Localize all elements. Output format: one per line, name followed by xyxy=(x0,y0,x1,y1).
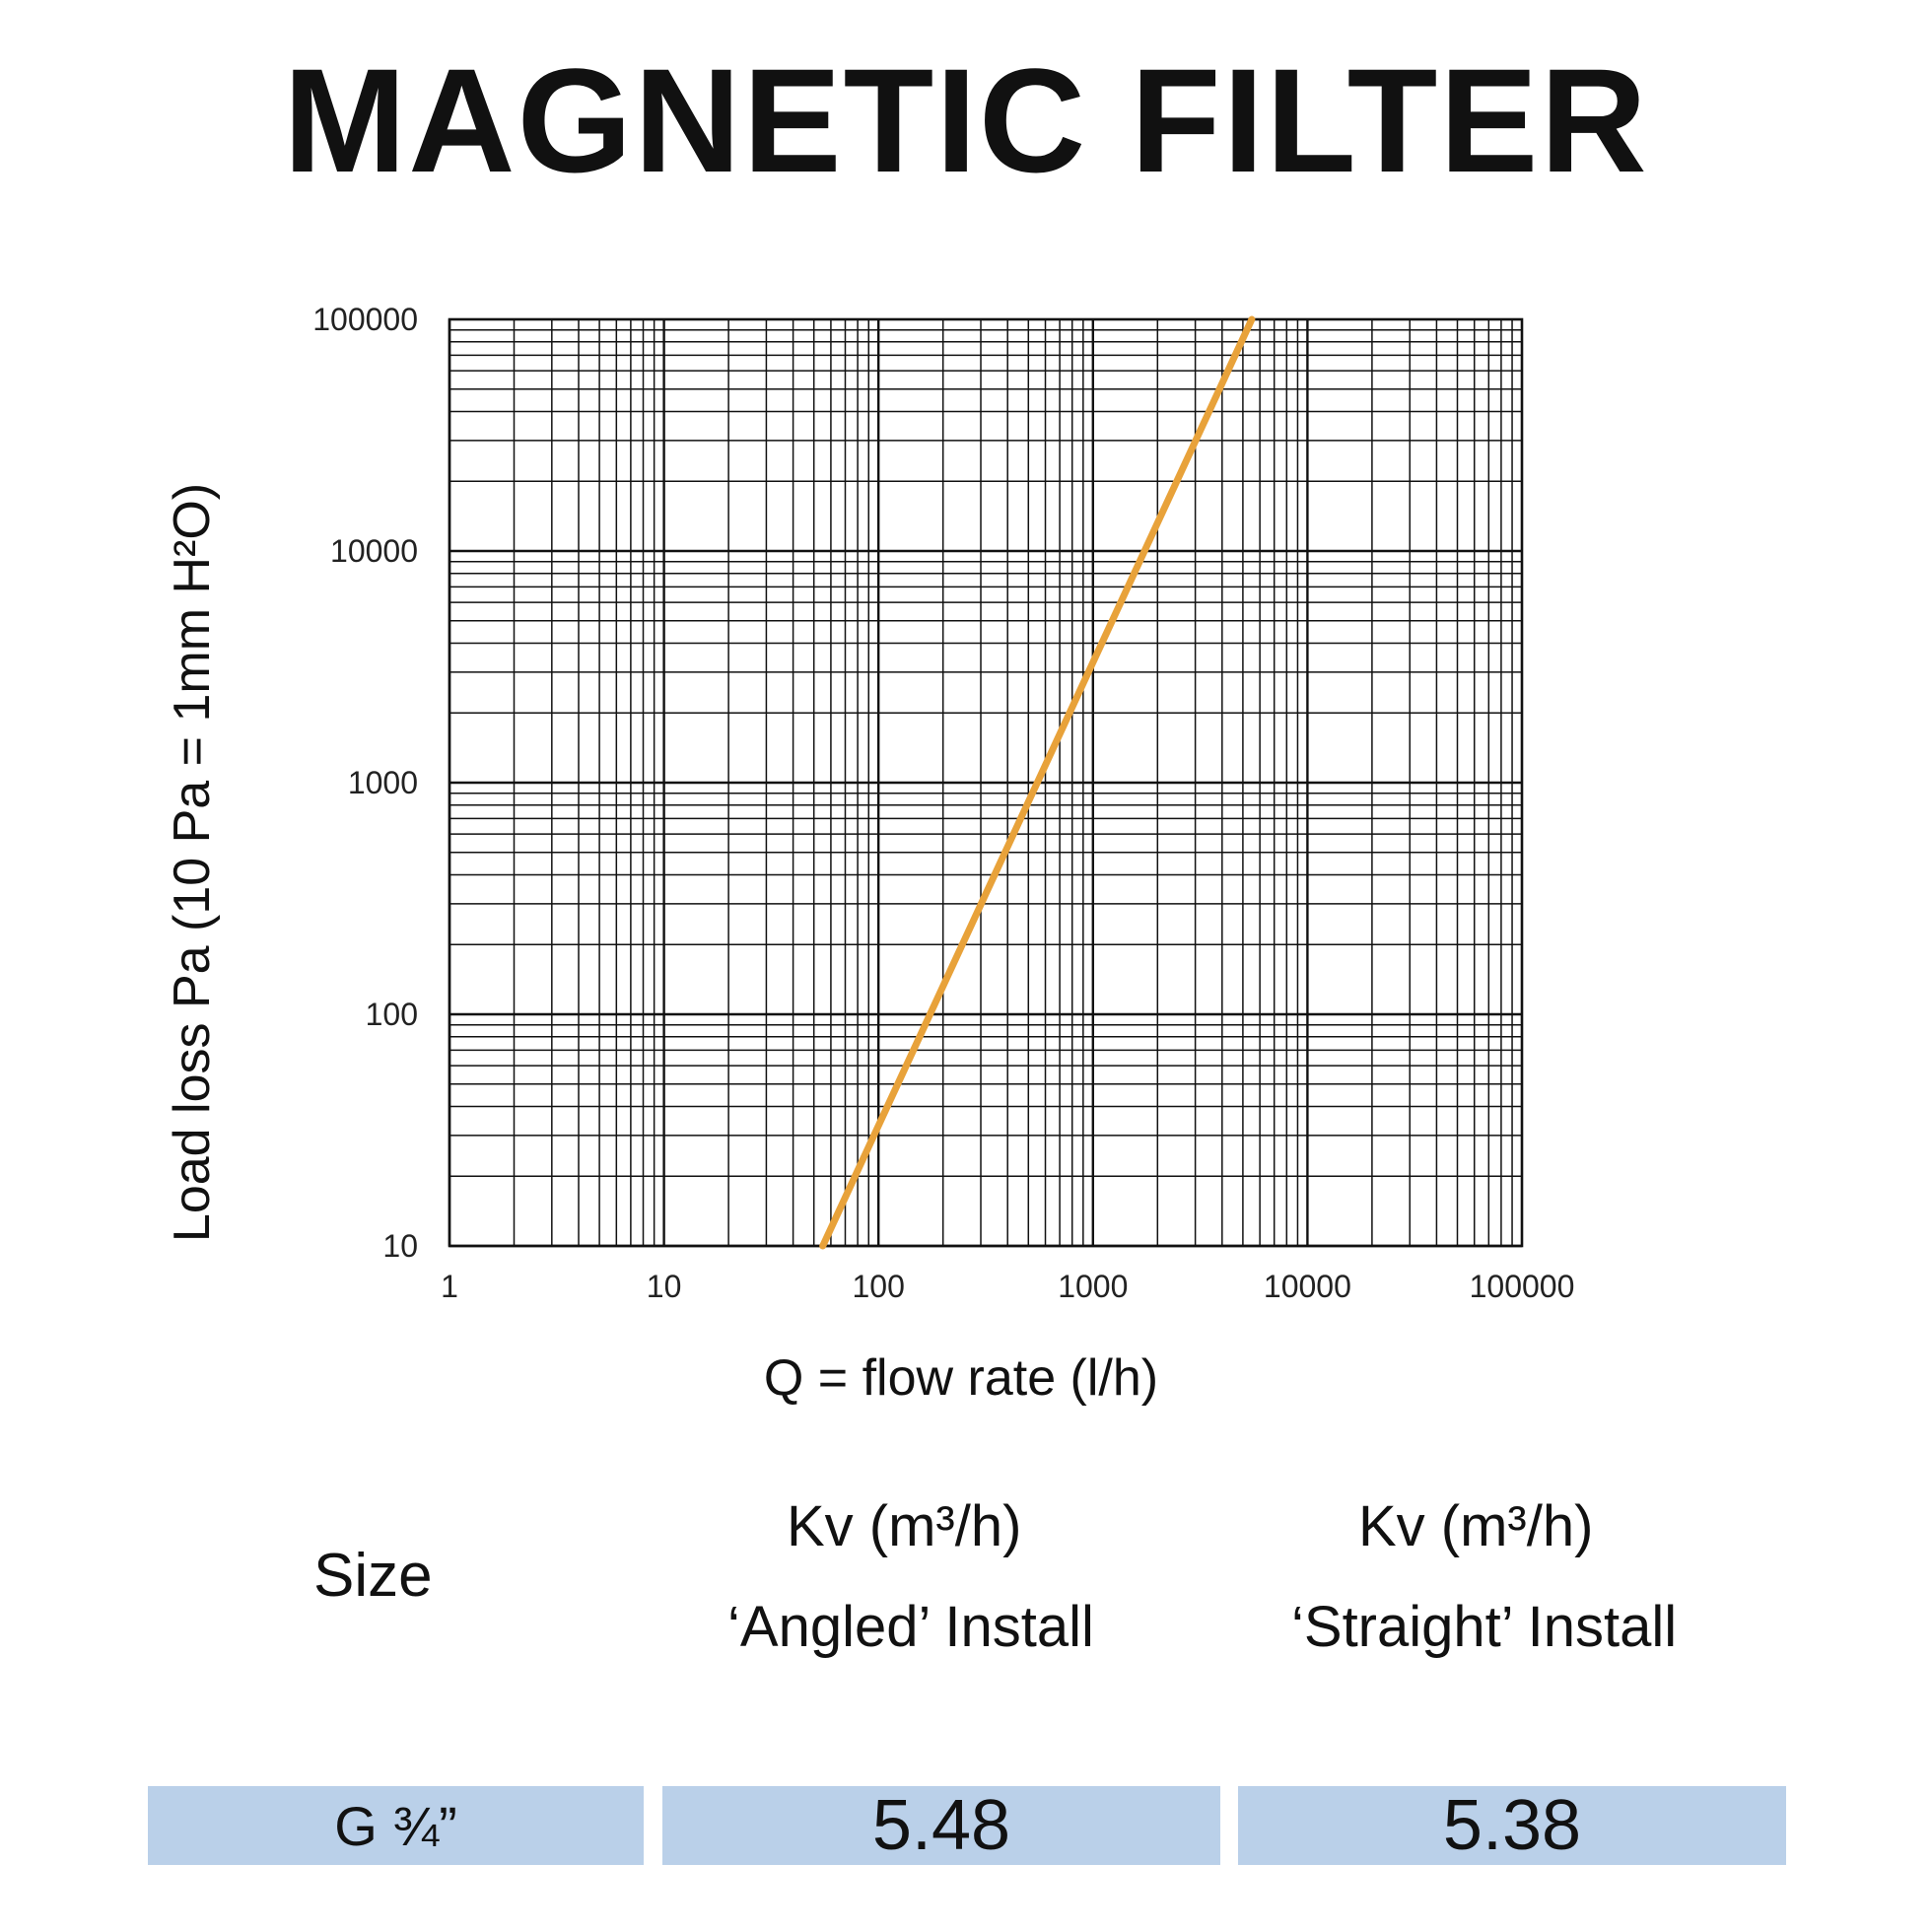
chart-ticks: 1 10 100 1000 10000 100000 10 100 1000 10000 10000… xyxy=(312,302,1574,1304)
y-tick-label: 100000 xyxy=(312,302,418,337)
x-tick-label: 100000 xyxy=(1470,1269,1575,1304)
header-angled-kv: Kv (m³/h) xyxy=(787,1494,1022,1558)
table-row-size-cell: G ¾” xyxy=(148,1786,644,1865)
x-tick-label: 100 xyxy=(853,1269,905,1304)
chart-series xyxy=(819,315,1256,1250)
table-row-angled-cell: 5.48 xyxy=(662,1786,1220,1865)
header-size: Size xyxy=(313,1542,433,1610)
y-tick-label: 10000 xyxy=(330,533,418,569)
y-tick-label: 10 xyxy=(382,1228,418,1264)
y-axis-label: Load loss Pa (10 Pa = 1mm H²O) xyxy=(164,483,221,1242)
angled-kv-value: 5.48 xyxy=(871,1786,1011,1865)
x-axis-label: Q = flow rate (l/h) xyxy=(764,1349,1158,1407)
y-tick-label: 1000 xyxy=(348,765,418,800)
size-value: G ¾” xyxy=(334,1794,457,1857)
x-tick-label: 1 xyxy=(441,1269,458,1304)
page-title: MAGNETIC FILTER xyxy=(283,37,1649,203)
x-tick-label: 1000 xyxy=(1058,1269,1128,1304)
flow-rate-chart: 1 10 100 1000 10000 100000 10 100 1000 10000 10000… xyxy=(164,302,1574,1407)
x-tick-label: 10 xyxy=(647,1269,682,1304)
header-angled-install: ‘Angled’ Install xyxy=(727,1595,1094,1659)
plot-frame xyxy=(448,317,1524,1248)
x-tick-label: 10000 xyxy=(1264,1269,1351,1304)
header-straight-kv: Kv (m³/h) xyxy=(1358,1494,1594,1558)
chart-grid xyxy=(448,317,1524,1248)
straight-kv-value: 5.38 xyxy=(1442,1786,1582,1865)
series-line xyxy=(819,315,1256,1250)
table-row-straight-cell: 5.38 xyxy=(1238,1786,1786,1865)
y-tick-label: 100 xyxy=(366,997,418,1032)
header-straight-install: ‘Straight’ Install xyxy=(1291,1595,1678,1659)
